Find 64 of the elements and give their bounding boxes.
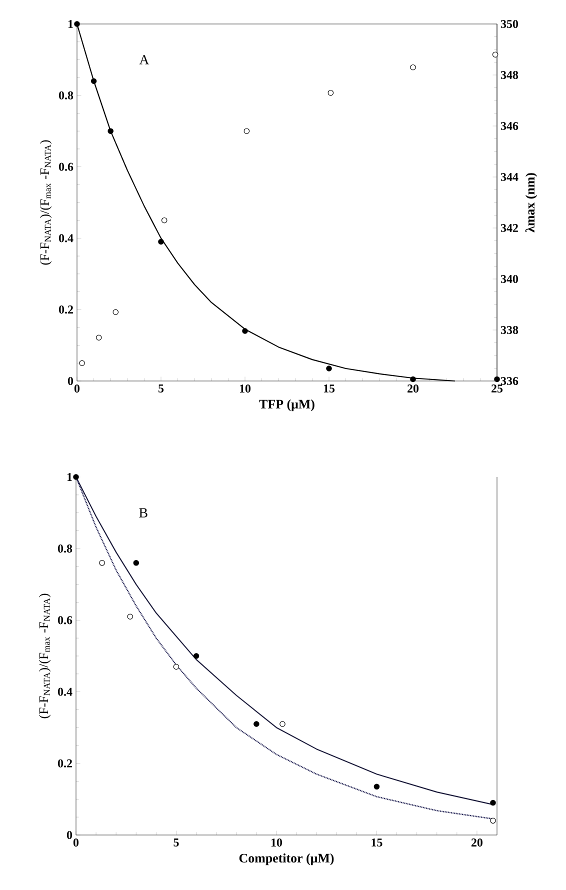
point	[410, 376, 416, 382]
x-tick-label: 5	[158, 384, 164, 392]
point	[90, 78, 97, 84]
y-tick-label: 1	[67, 473, 72, 481]
y2-tick-label: 348	[500, 70, 518, 80]
y2-tick-label: 346	[500, 122, 518, 130]
point	[492, 52, 498, 58]
x-tick-label: 10	[271, 838, 282, 847]
point	[242, 328, 248, 334]
point	[79, 360, 85, 366]
point	[112, 309, 119, 316]
point	[99, 560, 105, 566]
y-tick-label: 0	[66, 830, 72, 840]
x-axis-title: Competitor (μM)	[239, 853, 334, 866]
y-tick-label: 0.8	[58, 91, 74, 100]
y-tick-label: 0	[68, 376, 74, 386]
point	[490, 818, 496, 824]
point	[127, 614, 134, 620]
y-tick-label: 0.6	[58, 162, 74, 171]
y-tick-label: 0.2	[58, 306, 73, 314]
point	[328, 90, 334, 96]
point	[96, 334, 102, 341]
point	[173, 664, 180, 670]
y-axis-title: (F-F$_{NATA}$)/(F$_{max}$ -F$_{NATA}$)	[38, 594, 51, 718]
point	[158, 238, 164, 245]
y-tick-label: 0.4	[58, 234, 74, 242]
y-tick-label: 0.2	[58, 759, 72, 768]
x-tick-label: 10	[240, 384, 251, 393]
point	[254, 721, 260, 727]
point	[326, 366, 332, 372]
x-tick-label: 0	[74, 384, 80, 393]
point	[374, 784, 380, 790]
y2-axis-title: λmax (nm)	[525, 173, 538, 232]
x-tick-label: 15	[372, 838, 382, 847]
x-tick-label: 25	[492, 384, 503, 393]
y2-tick-label: 338	[500, 326, 518, 334]
point	[108, 128, 114, 134]
y-tick-label: 0.8	[58, 544, 72, 553]
annotation: A	[139, 55, 150, 64]
x-axis-title: TFP (μM)	[259, 399, 314, 412]
y-tick-label: 1	[68, 20, 73, 28]
y-axis-title: (F-F$_{NATA}$)/(F$_{max}$ -F$_{NATA}$)	[40, 140, 52, 265]
point	[73, 474, 79, 480]
y2-tick-label: 350	[500, 20, 518, 28]
y-tick-label: 0.4	[58, 688, 72, 696]
x-tick-label: 0	[73, 838, 79, 847]
y2-tick-label: 340	[500, 274, 518, 284]
annotation: B	[139, 508, 148, 518]
x-tick-label: 20	[471, 838, 482, 847]
y2-tick-label: 344	[500, 172, 518, 181]
point	[410, 64, 416, 70]
point	[490, 800, 496, 806]
y-tick-label: 0.6	[58, 616, 72, 624]
y2-tick-label: 342	[500, 224, 518, 232]
x-tick-label: 5	[174, 838, 179, 846]
x-tick-label: 15	[324, 384, 335, 393]
point	[161, 217, 168, 224]
y2-tick-label: 336	[500, 376, 518, 385]
point	[133, 560, 140, 566]
point	[74, 21, 80, 27]
point	[193, 653, 200, 659]
point	[244, 128, 250, 134]
point	[280, 721, 286, 727]
x-tick-label: 20	[408, 384, 419, 393]
